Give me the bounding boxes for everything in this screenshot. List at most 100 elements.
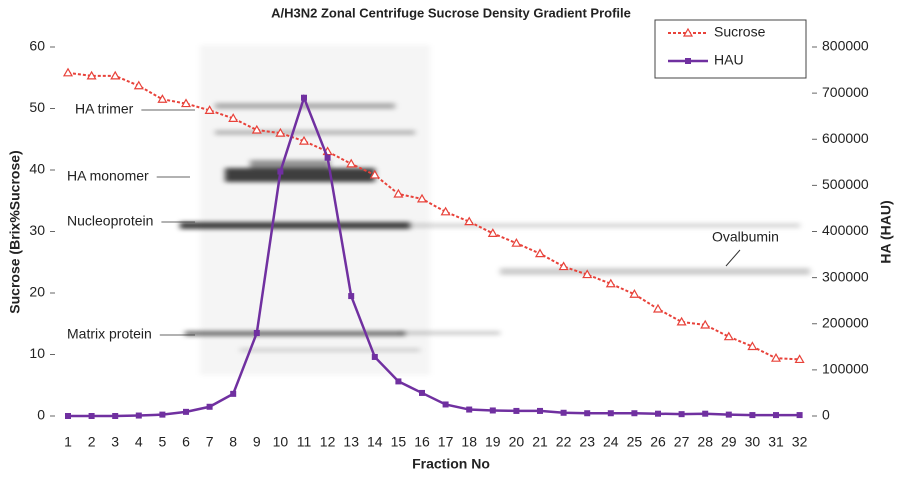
y-tick-label: 30: [29, 222, 45, 238]
hau-marker: [513, 408, 519, 414]
chart-title: A/H3N2 Zonal Centrifuge Sucrose Density …: [271, 5, 631, 20]
hau-marker: [773, 412, 779, 418]
y2-tick-label: 800000: [822, 38, 869, 54]
x-tick-label: 10: [273, 434, 289, 450]
chart: A/H3N2 Zonal Centrifuge Sucrose Density …: [0, 0, 902, 479]
hau-marker: [395, 378, 401, 384]
x-tick-label: 24: [603, 434, 619, 450]
x-tick-label: 28: [697, 434, 713, 450]
hau-marker: [561, 410, 567, 416]
x-tick-label: 4: [135, 434, 143, 450]
hau-marker: [490, 407, 496, 413]
y2-tick-label: 500000: [822, 176, 869, 192]
sucrose-marker: [654, 305, 662, 312]
x-tick-label: 23: [579, 434, 595, 450]
x-tick-label: 21: [532, 434, 548, 450]
x-tick-label: 25: [627, 434, 643, 450]
x-tick-label: 32: [792, 434, 808, 450]
x-tick-label: 14: [367, 434, 383, 450]
hau-marker: [726, 412, 732, 418]
sucrose-marker: [111, 72, 119, 79]
hau-marker: [230, 391, 236, 397]
x-tick-label: 30: [745, 434, 761, 450]
annotation: HA trimer: [75, 101, 134, 117]
sucrose-marker: [772, 354, 780, 361]
annotation: Ovalbumin: [712, 229, 779, 245]
hau-marker: [419, 390, 425, 396]
y2-tick-label: 200000: [822, 314, 869, 330]
legend-label: HAU: [714, 52, 744, 68]
hau-marker: [608, 410, 614, 416]
hau-marker: [372, 354, 378, 360]
annotation: Matrix protein: [67, 326, 152, 342]
legend-marker: [685, 58, 691, 64]
hau-marker: [348, 293, 354, 299]
y-tick-label: 60: [29, 38, 45, 54]
x-tick-label: 15: [391, 434, 407, 450]
y2-tick-label: 700000: [822, 84, 869, 100]
sucrose-marker: [512, 239, 520, 246]
hau-marker: [254, 330, 260, 336]
x-tick-label: 22: [556, 434, 572, 450]
y-tick-label: 10: [29, 345, 45, 361]
hau-marker: [631, 410, 637, 416]
y2-tick-label: 100000: [822, 361, 869, 377]
hau-marker: [301, 95, 307, 101]
x-tick-label: 1: [64, 434, 72, 450]
hau-marker: [584, 410, 590, 416]
y2-tick-label: 400000: [822, 222, 869, 238]
x-tick-label: 3: [111, 434, 119, 450]
x-tick-label: 12: [320, 434, 336, 450]
annotation: Nucleoprotein: [67, 213, 153, 229]
x-tick-label: 20: [509, 434, 525, 450]
x-tick-label: 16: [414, 434, 430, 450]
hau-marker: [537, 408, 543, 414]
hau-marker: [749, 412, 755, 418]
y2-tick-label: 300000: [822, 268, 869, 284]
hau-marker: [679, 411, 685, 417]
hau-marker: [136, 413, 142, 419]
x-tick-label: 11: [297, 434, 312, 450]
x-tick-label: 18: [461, 434, 477, 450]
x-tick-label: 7: [206, 434, 214, 450]
y-tick-label: 50: [29, 99, 45, 115]
hau-marker: [797, 412, 803, 418]
hau-marker: [65, 413, 71, 419]
hau-marker: [466, 407, 472, 413]
hau-line: [68, 98, 800, 416]
x-tick-label: 19: [485, 434, 501, 450]
x-axis-title: Fraction No: [412, 456, 490, 472]
hau-marker: [702, 411, 708, 417]
legend-label: Sucrose: [714, 24, 766, 40]
y2-tick-label: 0: [822, 407, 830, 423]
hau-marker: [443, 401, 449, 407]
x-tick-label: 26: [650, 434, 666, 450]
y-axis-title: Sucrose (Brix%Sucrose): [7, 150, 23, 313]
sucrose-line: [68, 73, 800, 360]
y2-tick-label: 600000: [822, 130, 869, 146]
x-tick-label: 2: [88, 434, 96, 450]
hau-marker: [207, 404, 213, 410]
hau-marker: [112, 413, 118, 419]
x-tick-label: 9: [253, 434, 261, 450]
x-tick-label: 27: [674, 434, 690, 450]
hau-marker: [655, 411, 661, 417]
y-tick-label: 20: [29, 284, 45, 300]
annotation: HA monomer: [67, 168, 149, 184]
y2-axis-title: HA (HAU): [878, 200, 894, 263]
hau-marker: [325, 155, 331, 161]
x-tick-label: 13: [343, 434, 359, 450]
y-tick-label: 0: [37, 407, 45, 423]
y-tick-label: 40: [29, 161, 45, 177]
x-tick-label: 8: [229, 434, 237, 450]
annotation-arrow: [726, 250, 740, 266]
x-tick-label: 29: [721, 434, 737, 450]
hau-marker: [277, 169, 283, 175]
x-tick-label: 5: [159, 434, 167, 450]
x-tick-label: 6: [182, 434, 190, 450]
x-tick-label: 17: [438, 434, 454, 450]
hau-marker: [183, 409, 189, 415]
sucrose-marker: [536, 250, 544, 257]
x-tick-label: 31: [768, 434, 784, 450]
hau-marker: [159, 412, 165, 418]
